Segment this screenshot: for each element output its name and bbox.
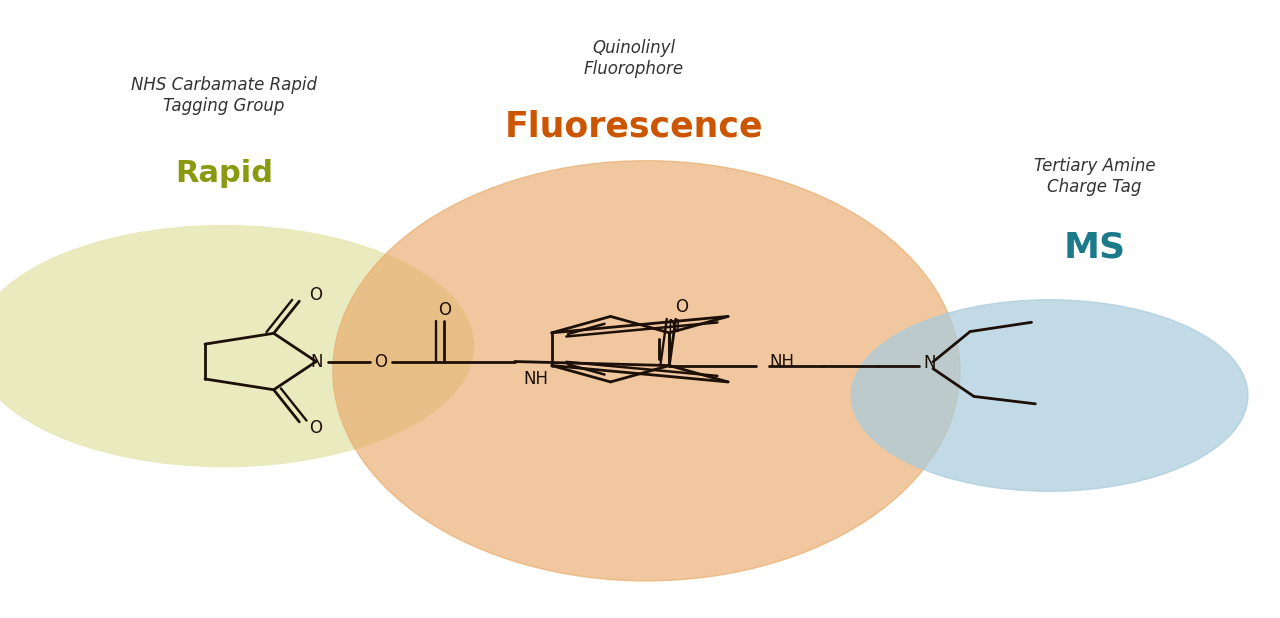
Text: NH: NH <box>524 370 549 388</box>
Text: Tertiary Amine
Charge Tag: Tertiary Amine Charge Tag <box>1033 157 1156 195</box>
Circle shape <box>851 300 1248 491</box>
Text: Rapid: Rapid <box>175 159 273 187</box>
Text: O: O <box>374 352 387 371</box>
Text: N: N <box>310 352 323 371</box>
Text: N: N <box>923 354 936 372</box>
Text: O: O <box>676 298 689 316</box>
Text: Fluorescence: Fluorescence <box>504 109 763 144</box>
Text: MS: MS <box>1064 230 1125 265</box>
Text: O: O <box>438 301 451 320</box>
Text: O: O <box>310 419 323 437</box>
Circle shape <box>0 226 474 467</box>
Text: O: O <box>310 286 323 304</box>
Ellipse shape <box>333 161 960 581</box>
Text: N: N <box>667 318 680 336</box>
Text: NHS Carbamate Rapid
Tagging Group: NHS Carbamate Rapid Tagging Group <box>131 77 317 115</box>
Text: NH: NH <box>769 353 795 371</box>
Text: Quinolinyl
Fluorophore: Quinolinyl Fluorophore <box>584 40 684 78</box>
